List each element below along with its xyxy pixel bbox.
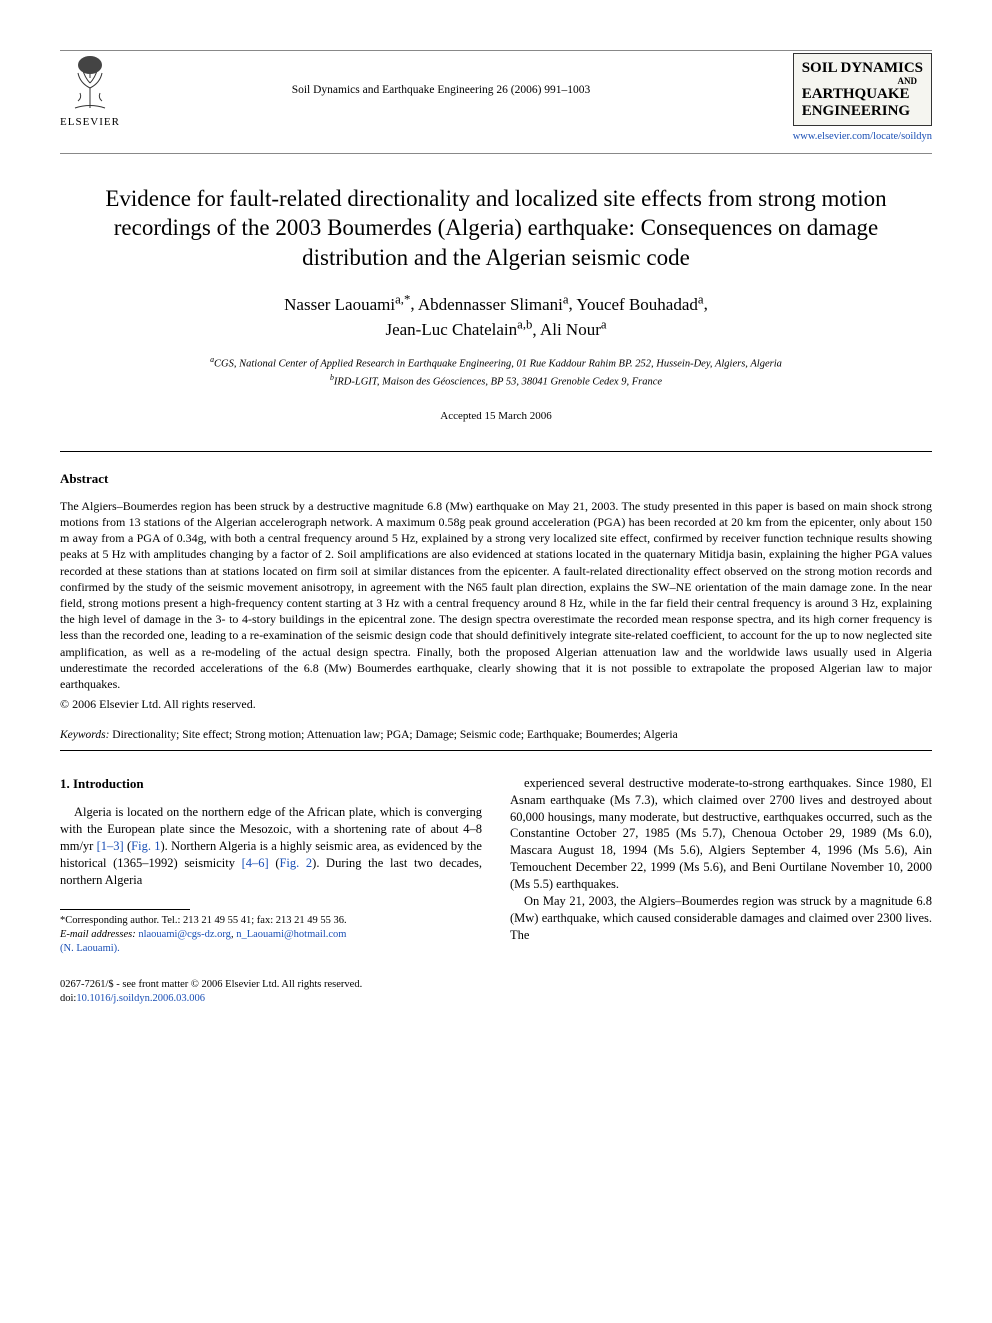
- author: Ali Noura: [540, 320, 607, 339]
- journal-logo-line1: SOIL DYNAMICS: [802, 60, 923, 76]
- header-rule-bottom: [60, 153, 932, 154]
- journal-logo-block: SOIL DYNAMICS AND EARTHQUAKE ENGINEERING…: [762, 53, 932, 145]
- header-rule-top: [60, 50, 932, 51]
- column-right: experienced several destructive moderate…: [510, 775, 932, 1007]
- abstract-copyright: © 2006 Elsevier Ltd. All rights reserved…: [60, 696, 932, 712]
- authors-list: Nasser Laouamia,*, Abdennasser Slimania,…: [60, 291, 932, 342]
- publisher-logo-block: ELSEVIER: [60, 53, 120, 130]
- elsevier-tree-icon: [60, 53, 120, 113]
- keywords-line: Keywords: Directionality; Site effect; S…: [60, 728, 932, 744]
- journal-reference: Soil Dynamics and Earthquake Engineering…: [120, 53, 762, 99]
- figure-link[interactable]: Fig. 2: [279, 856, 312, 870]
- citation-link[interactable]: [4–6]: [242, 856, 269, 870]
- header-row: ELSEVIER Soil Dynamics and Earthquake En…: [60, 53, 932, 145]
- author: Jean-Luc Chatelaina,b: [385, 320, 532, 339]
- accepted-date: Accepted 15 March 2006: [60, 409, 932, 424]
- doi-link[interactable]: 10.1016/j.soildyn.2006.03.006: [76, 993, 205, 1004]
- abstract-rule-top: [60, 451, 932, 452]
- column-left: 1. Introduction Algeria is located on th…: [60, 775, 482, 1007]
- intro-paragraph-3: On May 21, 2003, the Algiers–Boumerdes r…: [510, 893, 932, 944]
- affiliation-a: aCGS, National Center of Applied Researc…: [60, 354, 932, 372]
- citation-link[interactable]: [1–3]: [97, 839, 124, 853]
- keywords-text: Directionality; Site effect; Strong moti…: [109, 729, 677, 741]
- keywords-label: Keywords:: [60, 729, 109, 741]
- figure-link[interactable]: Fig. 1: [131, 839, 160, 853]
- corresponding-author-footnote: *Corresponding author. Tel.: 213 21 49 5…: [60, 914, 482, 957]
- corr-author-line: *Corresponding author. Tel.: 213 21 49 5…: [60, 914, 482, 928]
- keywords-rule-bottom: [60, 750, 932, 751]
- corr-email-line: E-mail addresses: nlaouami@cgs-dz.org, n…: [60, 928, 482, 942]
- journal-logo-and: AND: [802, 77, 923, 87]
- publisher-name: ELSEVIER: [60, 115, 120, 130]
- journal-logo-line2: EARTHQUAKE: [802, 86, 910, 102]
- journal-logo: SOIL DYNAMICS AND EARTHQUAKE ENGINEERING: [793, 53, 932, 126]
- email-label: E-mail addresses:: [60, 929, 136, 940]
- intro-paragraph-1: Algeria is located on the northern edge …: [60, 804, 482, 888]
- journal-url[interactable]: www.elsevier.com/locate/soildyn: [762, 130, 932, 144]
- article-title: Evidence for fault-related directionalit…: [80, 184, 912, 274]
- issn-line: 0267-7261/$ - see front matter © 2006 El…: [60, 978, 482, 992]
- author: Youcef Bouhadada: [576, 295, 703, 314]
- intro-heading: 1. Introduction: [60, 775, 482, 793]
- email-link[interactable]: nlaouami@cgs-dz.org: [138, 929, 231, 940]
- email-owner: (N. Laouami).: [60, 942, 482, 956]
- email-link[interactable]: n_Laouami@hotmail.com: [236, 929, 346, 940]
- body-two-column: 1. Introduction Algeria is located on th…: [60, 775, 932, 1007]
- author: Nasser Laouamia,*: [284, 295, 410, 314]
- footnote-rule: [60, 909, 190, 910]
- affiliation-b: bIRD-LGIT, Maison des Géosciences, BP 53…: [60, 372, 932, 390]
- footer-block: 0267-7261/$ - see front matter © 2006 El…: [60, 978, 482, 1006]
- author: Abdennasser Slimania: [418, 295, 569, 314]
- intro-paragraph-2: experienced several destructive moderate…: [510, 775, 932, 893]
- doi-line: doi:10.1016/j.soildyn.2006.03.006: [60, 992, 482, 1006]
- journal-logo-line3: ENGINEERING: [802, 103, 910, 119]
- abstract-heading: Abstract: [60, 470, 932, 488]
- abstract-body: The Algiers–Boumerdes region has been st…: [60, 498, 932, 692]
